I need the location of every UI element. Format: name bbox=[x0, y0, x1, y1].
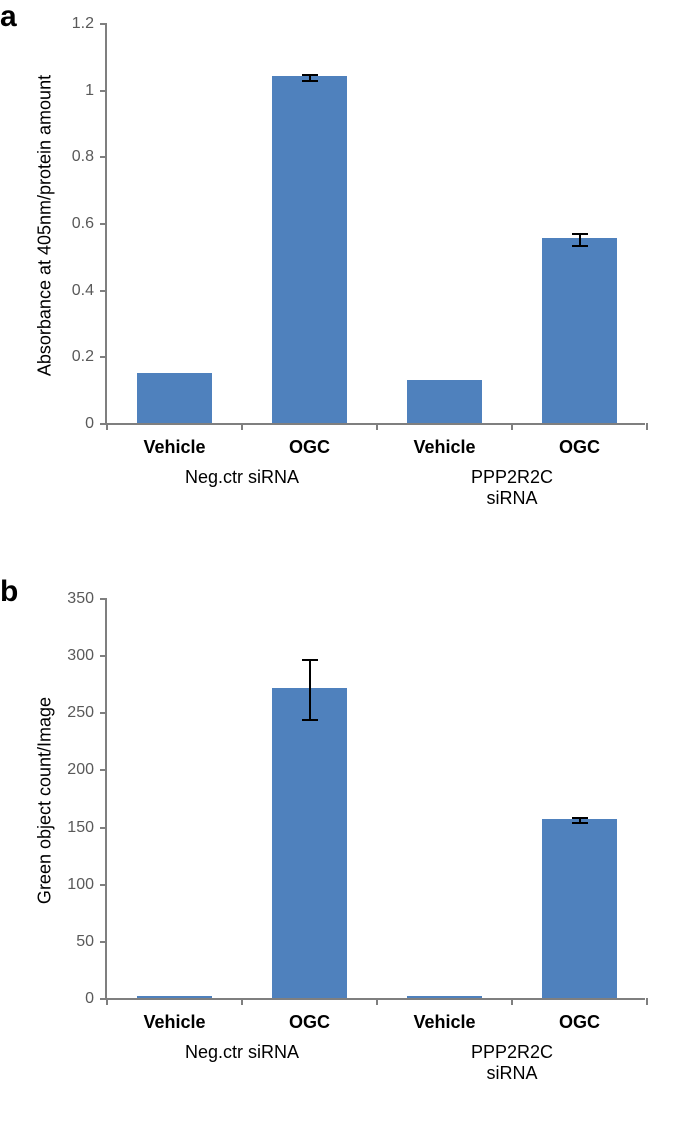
ytick-mark bbox=[100, 941, 107, 943]
ytick-mark bbox=[100, 884, 107, 886]
ytick-label: 250 bbox=[67, 704, 100, 722]
xcat-label: OGC bbox=[559, 437, 600, 458]
xcat-label: Vehicle bbox=[143, 437, 205, 458]
ytick-label: 1.2 bbox=[72, 15, 100, 33]
ytick: 0.6 bbox=[72, 215, 107, 233]
ytick-mark bbox=[100, 290, 107, 292]
xgroup-label: Neg.ctr siRNA bbox=[185, 467, 299, 488]
xtick-mark bbox=[511, 423, 513, 430]
ytick: 200 bbox=[67, 761, 107, 779]
chart-a-plot-area: 00.20.40.60.811.2VehicleOGCVehicleOGCNeg… bbox=[105, 25, 645, 425]
ytick: 0 bbox=[85, 415, 107, 433]
ytick-label: 0.8 bbox=[72, 148, 100, 166]
chart-a: Absorbance at 405nm/protein amount 00.20… bbox=[0, 0, 685, 560]
bar bbox=[137, 996, 211, 998]
ytick: 300 bbox=[67, 647, 107, 665]
xgroup-label: PPP2R2C siRNA bbox=[446, 1042, 579, 1084]
bar bbox=[407, 380, 481, 423]
ytick: 0 bbox=[85, 990, 107, 1008]
ytick-mark bbox=[100, 23, 107, 25]
ytick-label: 50 bbox=[76, 933, 100, 951]
xtick-mark bbox=[241, 423, 243, 430]
ytick: 0.8 bbox=[72, 148, 107, 166]
xtick-mark bbox=[376, 998, 378, 1005]
ytick-label: 1 bbox=[85, 82, 100, 100]
xcat-label: OGC bbox=[289, 1012, 330, 1033]
ytick-label: 0 bbox=[85, 990, 100, 1008]
ytick-label: 0 bbox=[85, 415, 100, 433]
xtick-mark bbox=[106, 423, 108, 430]
xtick-mark bbox=[646, 423, 648, 430]
ytick-label: 100 bbox=[67, 876, 100, 894]
panel-a: a Absorbance at 405nm/protein amount 00.… bbox=[0, 0, 685, 560]
ytick-label: 0.2 bbox=[72, 348, 100, 366]
ytick: 1.2 bbox=[72, 15, 107, 33]
ytick: 0.2 bbox=[72, 348, 107, 366]
xtick-mark bbox=[376, 423, 378, 430]
ytick-mark bbox=[100, 827, 107, 829]
chart-a-ylabel: Absorbance at 405nm/protein amount bbox=[35, 51, 56, 401]
bar bbox=[407, 996, 481, 998]
xcat-label: OGC bbox=[559, 1012, 600, 1033]
ytick: 0.4 bbox=[72, 282, 107, 300]
bar bbox=[137, 373, 211, 423]
chart-b: Green object count/Image 050100150200250… bbox=[0, 575, 685, 1135]
ytick-mark bbox=[100, 598, 107, 600]
xcat-label: Vehicle bbox=[143, 1012, 205, 1033]
xtick-mark bbox=[646, 998, 648, 1005]
chart-b-ylabel: Green object count/Image bbox=[35, 686, 56, 916]
ytick-mark bbox=[100, 356, 107, 358]
ytick: 1 bbox=[85, 82, 107, 100]
ytick-mark bbox=[100, 769, 107, 771]
xcat-label: Vehicle bbox=[413, 437, 475, 458]
bar bbox=[272, 688, 346, 998]
xcat-label: OGC bbox=[289, 437, 330, 458]
xgroup-label: PPP2R2C siRNA bbox=[446, 467, 579, 509]
ytick-mark bbox=[100, 712, 107, 714]
bar bbox=[542, 238, 616, 423]
xtick-mark bbox=[511, 998, 513, 1005]
ytick-mark bbox=[100, 156, 107, 158]
ytick-label: 0.4 bbox=[72, 282, 100, 300]
ytick-label: 200 bbox=[67, 761, 100, 779]
bar bbox=[272, 76, 346, 423]
ytick-mark bbox=[100, 223, 107, 225]
ytick: 150 bbox=[67, 819, 107, 837]
xtick-mark bbox=[241, 998, 243, 1005]
ytick-mark bbox=[100, 90, 107, 92]
chart-b-plot-area: 050100150200250300350VehicleOGCVehicleOG… bbox=[105, 600, 645, 1000]
xcat-label: Vehicle bbox=[413, 1012, 475, 1033]
ytick: 350 bbox=[67, 590, 107, 608]
figure: a Absorbance at 405nm/protein amount 00.… bbox=[0, 0, 685, 1143]
xgroup-label: Neg.ctr siRNA bbox=[185, 1042, 299, 1063]
bar bbox=[542, 819, 616, 998]
xtick-mark bbox=[106, 998, 108, 1005]
ytick-mark bbox=[100, 655, 107, 657]
ytick-label: 300 bbox=[67, 647, 100, 665]
panel-b: b Green object count/Image 0501001502002… bbox=[0, 575, 685, 1135]
ytick-label: 0.6 bbox=[72, 215, 100, 233]
ytick: 250 bbox=[67, 704, 107, 722]
ytick-label: 150 bbox=[67, 819, 100, 837]
ytick: 100 bbox=[67, 876, 107, 894]
ytick: 50 bbox=[76, 933, 107, 951]
ytick-label: 350 bbox=[67, 590, 100, 608]
